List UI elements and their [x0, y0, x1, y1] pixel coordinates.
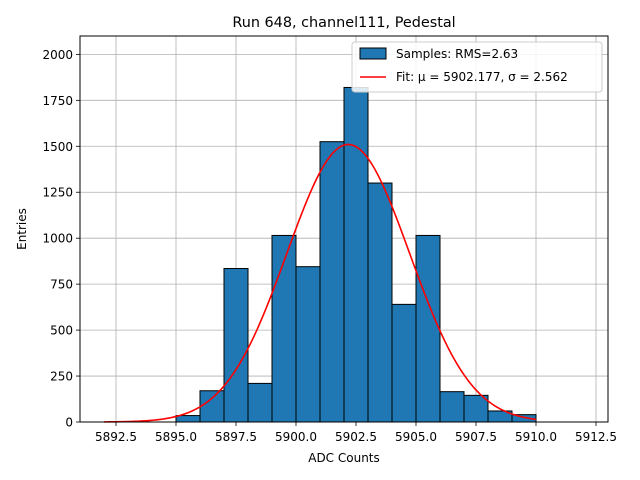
y-tick-label: 1500	[42, 140, 73, 154]
y-tick-label: 750	[50, 278, 73, 292]
legend-fit-label: Fit: μ = 5902.177, σ = 2.562	[396, 70, 568, 84]
y-axis-ticks: 0 250 500 750 1000 1250 1500 1750 2000	[42, 48, 80, 430]
y-tick-label: 1250	[42, 186, 73, 200]
y-tick-label: 2000	[42, 48, 73, 62]
x-tick-label: 5905.0	[395, 430, 437, 444]
x-tick-label: 5897.5	[215, 430, 257, 444]
y-axis-title: Entries	[15, 208, 29, 250]
histogram-bar	[175, 415, 201, 423]
histogram-bar	[439, 391, 465, 423]
histogram-bar	[343, 86, 369, 423]
histogram-bar	[247, 382, 273, 423]
legend-samples-label: Samples: RMS=2.63	[396, 47, 518, 61]
x-tick-label: 5895.0	[155, 430, 197, 444]
legend-samples-swatch	[359, 47, 387, 60]
legend-box	[351, 41, 603, 93]
histogram-bar	[319, 141, 345, 423]
y-tick-label: 0	[65, 416, 73, 430]
histogram-bar	[391, 303, 417, 423]
x-tick-label: 5907.5	[455, 430, 497, 444]
plot-frame	[79, 35, 609, 423]
x-tick-label: 5910.0	[515, 430, 557, 444]
histogram-bar	[463, 394, 489, 423]
fit-curve	[103, 143, 537, 423]
x-tick-label: 5912.5	[575, 430, 617, 444]
histogram-bar	[415, 234, 441, 423]
x-tick-label: 5902.5	[335, 430, 377, 444]
x-axis-title: ADC Counts	[308, 451, 380, 465]
histogram-bar	[367, 182, 393, 423]
y-tick-label: 500	[50, 324, 73, 338]
chart-title: Run 648, channel111, Pedestal	[232, 15, 455, 31]
y-tick-label: 250	[50, 370, 73, 384]
fit-curve-group	[103, 143, 537, 423]
histogram-bars	[175, 86, 537, 423]
x-tick-label: 5900.0	[275, 430, 317, 444]
y-tick-label: 1000	[42, 232, 73, 246]
histogram-bar	[223, 268, 249, 423]
x-tick-label: 5892.5	[95, 430, 137, 444]
x-axis-ticks: 5892.5 5895.0 5897.5 5900.0 5902.5 5905.0 5907…	[95, 422, 617, 444]
y-tick-label: 1750	[42, 94, 73, 108]
histogram-bar	[199, 390, 225, 423]
legend: Samples: RMS=2.63 Fit: μ = 5902.177, σ =…	[351, 41, 603, 93]
histogram-bar	[295, 266, 321, 423]
